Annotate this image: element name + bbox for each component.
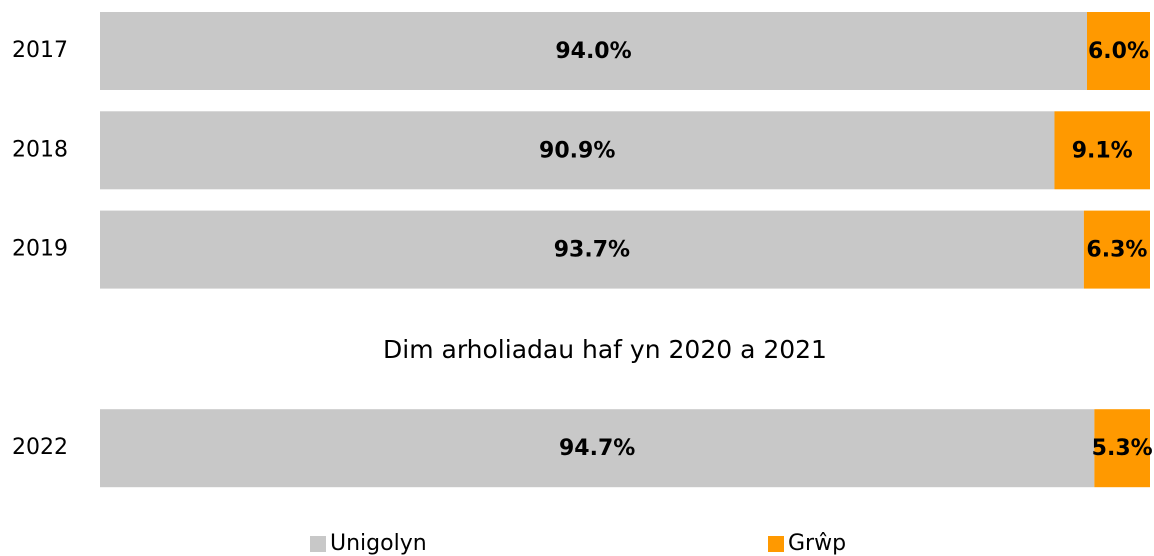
value-label: 90.9% xyxy=(539,138,615,163)
value-label: 5.3% xyxy=(1092,436,1153,461)
bar-segment xyxy=(100,409,1095,488)
y-tick-label: 2022 xyxy=(12,435,68,460)
bar-segment xyxy=(1087,12,1150,90)
bar-segment xyxy=(1094,409,1150,488)
value-label: 9.1% xyxy=(1072,138,1133,163)
y-tick-label: 2018 xyxy=(12,137,68,162)
value-label: 94.0% xyxy=(555,39,631,64)
bar-segment xyxy=(100,12,1087,90)
annotation: Dim arholiadau haf yn 2020 a 2021 xyxy=(383,335,827,364)
bar-segment xyxy=(1083,210,1150,289)
legend-swatch xyxy=(310,536,326,552)
legend-swatch xyxy=(768,536,784,552)
value-label: 93.7% xyxy=(554,238,630,263)
bar-segment xyxy=(100,111,1055,190)
y-tick-label: 2019 xyxy=(12,237,68,262)
bar-segment xyxy=(1054,111,1150,190)
value-label: 94.7% xyxy=(559,436,635,461)
bar-segment xyxy=(100,210,1084,289)
value-label: 6.0% xyxy=(1088,39,1149,64)
legend-label: Unigolyn xyxy=(330,531,427,556)
value-label: 6.3% xyxy=(1086,238,1147,263)
y-tick-label: 2017 xyxy=(12,38,68,63)
legend-label: Grŵp xyxy=(788,531,846,556)
